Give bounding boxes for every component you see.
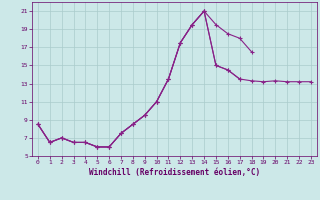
X-axis label: Windchill (Refroidissement éolien,°C): Windchill (Refroidissement éolien,°C)	[89, 168, 260, 177]
